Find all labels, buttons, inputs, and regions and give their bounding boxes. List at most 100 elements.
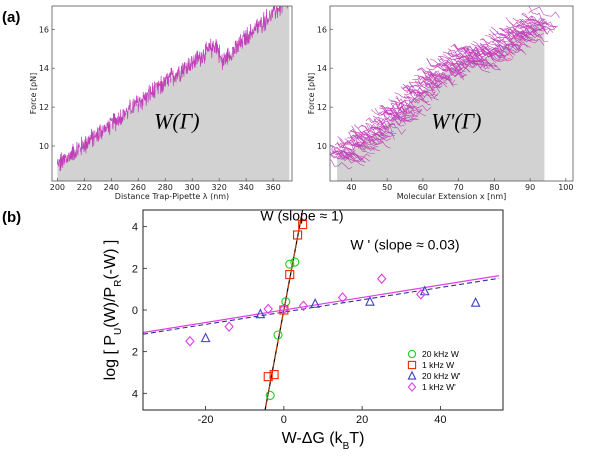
force-trace-segment [490, 48, 510, 58]
y-axis-label: Force [pN] [29, 73, 38, 115]
data-point-triangle [365, 295, 375, 306]
force-trace-segment [490, 26, 525, 42]
force-trace-segment [521, 13, 548, 25]
data-point-diamond [337, 292, 348, 303]
force-trace-segment [338, 150, 363, 162]
area-fill [57, 6, 290, 181]
legend-entry-label: 1 kHz W' [422, 382, 456, 392]
x-tick-label: 40 [346, 183, 356, 192]
force-trace-segment [504, 30, 532, 42]
force-trace-segment [409, 81, 441, 93]
y-tick-label: 12 [39, 103, 49, 112]
data-point-triangle [255, 308, 266, 319]
data-point-triangle [310, 298, 321, 308]
force-trace-segment [359, 133, 391, 149]
force-trace-segment [494, 43, 524, 53]
fit-line [264, 210, 304, 410]
force-trace-segment [331, 146, 356, 158]
force-trace-segment [498, 33, 524, 43]
force-trace-segment [463, 46, 479, 55]
x-tick-label: 80 [489, 183, 499, 192]
force-trace-segment [495, 45, 513, 53]
force-trace-segment [407, 85, 439, 99]
force-trace-segment [332, 151, 364, 161]
y-tick-label: 10 [39, 142, 49, 151]
force-trace-segment [456, 47, 493, 57]
force-trace-segment [481, 38, 517, 54]
data-point-circle [285, 259, 295, 269]
force-trace-segment [373, 117, 397, 128]
force-trace-segment [368, 118, 389, 129]
force-trace-segment [349, 128, 376, 143]
force-trace-segment [428, 74, 456, 85]
data-point-square [285, 270, 295, 280]
force-trace-segment [359, 135, 384, 145]
force-trace-segment [480, 49, 507, 61]
force-trace-segment [372, 115, 396, 126]
force-trace-segment [337, 136, 368, 151]
y-tick-label: 10 [317, 142, 327, 151]
y-axis-label: Force [pN] [307, 73, 316, 115]
x-tick-label: 320 [212, 183, 227, 192]
y-tick-label: 16 [317, 25, 327, 34]
force-trace-segment [397, 101, 421, 111]
data-point-triangle [407, 370, 417, 380]
force-trace-segment [496, 39, 531, 50]
force-trace-segment [528, 6, 560, 18]
force-curve-right-panel: 40 50 60 70 80 90 100 10 12 14 16 Molecular Extensi… [307, 5, 573, 201]
fit-line [143, 277, 500, 335]
force-trace-segment [423, 79, 442, 89]
force-trace-segment [398, 102, 423, 113]
y-tick-label: 16 [39, 25, 49, 34]
y-tick-label: 12 [317, 103, 327, 112]
x-tick-label: 90 [525, 183, 535, 192]
plot-frame [51, 5, 293, 182]
y-tick-label: 14 [317, 64, 327, 73]
force-trace-segment [339, 138, 375, 155]
y-tick-label: 4 [132, 222, 138, 234]
fit-line [143, 275, 500, 334]
force-trace-segment [429, 58, 461, 76]
force-trace-segment [492, 32, 528, 48]
force-trace-segment [369, 126, 395, 140]
force-trace-segment [414, 80, 436, 94]
force-trace-segment [371, 126, 395, 137]
force-trace-segment [439, 63, 466, 74]
x-axis-label: Molecular Extension x [nm] [397, 192, 507, 201]
x-tick-label: 280 [158, 183, 173, 192]
panel-label-b: (b) [2, 209, 21, 226]
force-trace-segment [395, 95, 432, 112]
force-trace-segment [479, 46, 509, 57]
force-trace-segment [516, 21, 544, 36]
force-trace-segment [417, 75, 437, 85]
y-tick-label: 2 [132, 263, 138, 275]
force-trace-segment [394, 92, 428, 104]
force-trace-segment [481, 44, 516, 56]
force-trace-segment [465, 57, 501, 71]
work-label: W'(Γ) [431, 109, 481, 134]
force-trace-segment [421, 77, 442, 87]
force-trace-segment [516, 33, 534, 43]
force-trace-segment [490, 37, 527, 55]
force-trace-segment [385, 109, 419, 123]
force-trace-segment [469, 60, 488, 70]
force-trace-segment [376, 125, 397, 135]
force-trace-segment [344, 138, 375, 151]
force-trace-segment [408, 91, 430, 103]
force-trace-segment [403, 84, 439, 101]
x-tick-label: 0 [281, 414, 287, 426]
force-trace-segment [442, 62, 470, 73]
x-tick-label: 340 [239, 183, 254, 192]
x-tick-label: -20 [198, 414, 214, 426]
force-trace-segment [422, 79, 440, 88]
y-tick-label: 2 [132, 347, 138, 359]
x-tick-label: 200 [50, 183, 65, 192]
data-point-diamond [416, 289, 426, 300]
y-axis-label: log [ PU(W)/PR(-W) ] [102, 240, 124, 381]
data-point-diamond [298, 300, 309, 312]
slope-annotation: W ' (slope ≈ 0.03) [350, 237, 459, 253]
force-trace-segment [521, 13, 555, 31]
data-point-triangle [470, 296, 481, 307]
data-point-circle [407, 349, 417, 359]
